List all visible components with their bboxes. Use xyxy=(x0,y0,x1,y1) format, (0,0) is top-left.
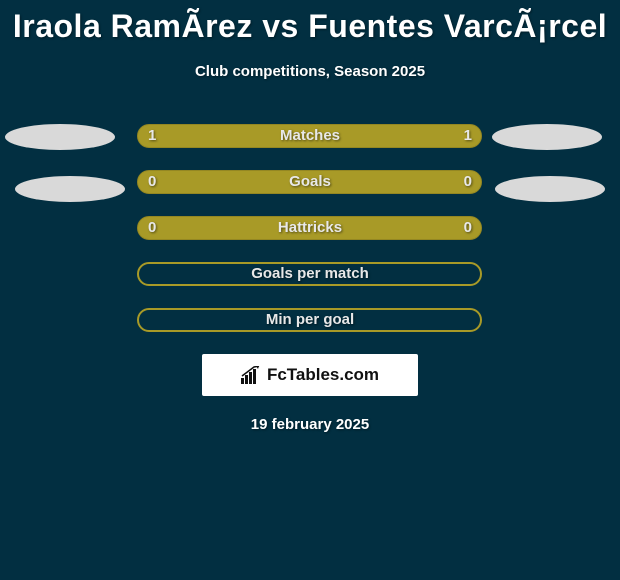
player-left-ellipse-1 xyxy=(5,124,115,150)
player-right-ellipse-1 xyxy=(492,124,602,150)
chart-icon xyxy=(241,366,263,384)
page-title: Iraola RamÃ­rez vs Fuentes VarcÃ¡rcel xyxy=(0,0,620,45)
date-label: 19 february 2025 xyxy=(0,416,620,433)
player-right-ellipse-2 xyxy=(495,176,605,202)
stat-rows: 1 Matches 1 0 Goals 0 0 Hattricks 0 Goal… xyxy=(0,124,620,332)
stat-row-min-per-goal: Min per goal xyxy=(0,308,620,332)
stat-label: Min per goal xyxy=(0,308,620,332)
player-left-ellipse-2 xyxy=(15,176,125,202)
logo-text: FcTables.com xyxy=(267,365,379,385)
stat-label: Goals per match xyxy=(0,262,620,286)
stat-value-right: 0 xyxy=(464,170,472,194)
stat-label: Hattricks xyxy=(0,216,620,240)
subtitle: Club competitions, Season 2025 xyxy=(0,63,620,80)
logo-box: FcTables.com xyxy=(202,354,418,396)
stat-row-goals-per-match: Goals per match xyxy=(0,262,620,286)
stat-value-right: 0 xyxy=(464,216,472,240)
stat-value-right: 1 xyxy=(464,124,472,148)
stat-row-hattricks: 0 Hattricks 0 xyxy=(0,216,620,240)
